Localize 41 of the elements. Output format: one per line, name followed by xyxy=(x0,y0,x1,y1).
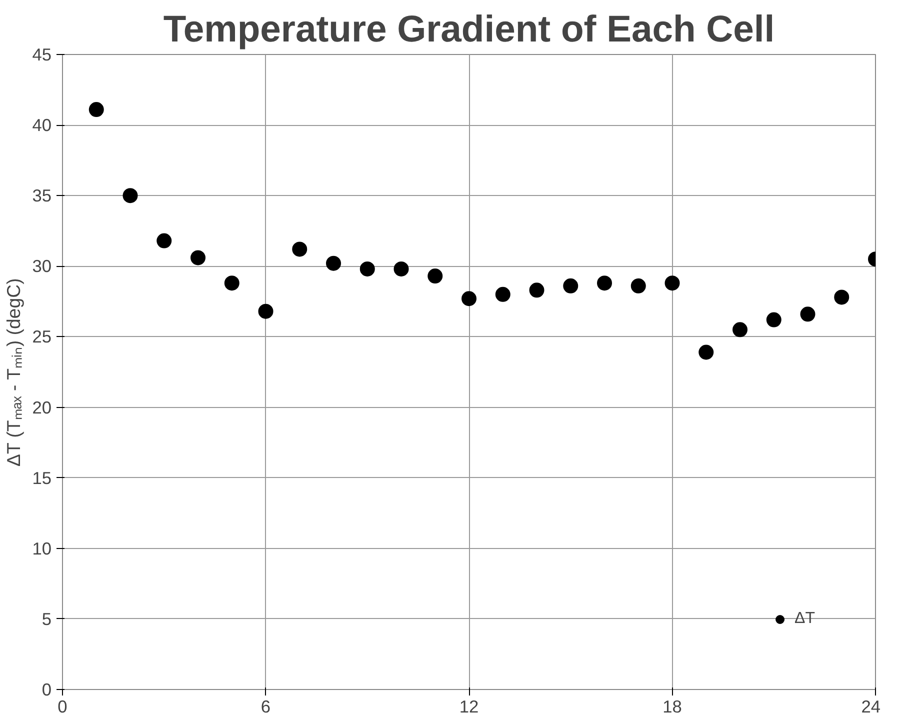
x-tick-label: 18 xyxy=(662,696,682,716)
point xyxy=(563,278,578,294)
point xyxy=(529,282,544,298)
legend-label: ΔT xyxy=(794,610,815,628)
point xyxy=(597,276,612,291)
point xyxy=(766,312,782,328)
x-tick-label: 24 xyxy=(861,696,881,716)
point xyxy=(88,102,104,118)
y-tick-label: 15 xyxy=(32,468,52,488)
point xyxy=(156,233,172,248)
y-axis-title: ΔT (Tₘₐₓ - Tₘᵢₙ) (degC) xyxy=(3,278,24,467)
y-tick-label: 0 xyxy=(42,680,52,700)
y-tick-label: 40 xyxy=(32,115,52,136)
y-tick-label: 35 xyxy=(32,186,52,206)
point xyxy=(428,268,443,284)
point xyxy=(698,344,714,360)
y-tick-label: 20 xyxy=(32,397,52,418)
point xyxy=(190,250,206,266)
point xyxy=(394,262,409,276)
y-tick-label: 25 xyxy=(32,326,52,347)
x-tick-label: 0 xyxy=(58,696,68,716)
point xyxy=(122,188,138,204)
point xyxy=(326,256,341,271)
point xyxy=(834,290,850,305)
point xyxy=(630,278,646,294)
point xyxy=(224,276,240,291)
y-tick-label: 45 xyxy=(32,44,52,64)
point xyxy=(732,322,748,338)
y-tick-label: 5 xyxy=(42,608,52,629)
point xyxy=(292,242,308,257)
chart-title: Temperature Gradient of Each Cell xyxy=(163,8,775,50)
y-tick-label: 10 xyxy=(32,538,52,558)
x-tick-label: 12 xyxy=(459,696,479,716)
point xyxy=(258,304,274,319)
point xyxy=(664,276,680,291)
point xyxy=(360,262,375,276)
point xyxy=(462,291,476,306)
point xyxy=(495,286,510,302)
x-tick-label: 6 xyxy=(260,696,271,716)
y-tick-label: 30 xyxy=(32,256,52,276)
point xyxy=(800,306,816,322)
